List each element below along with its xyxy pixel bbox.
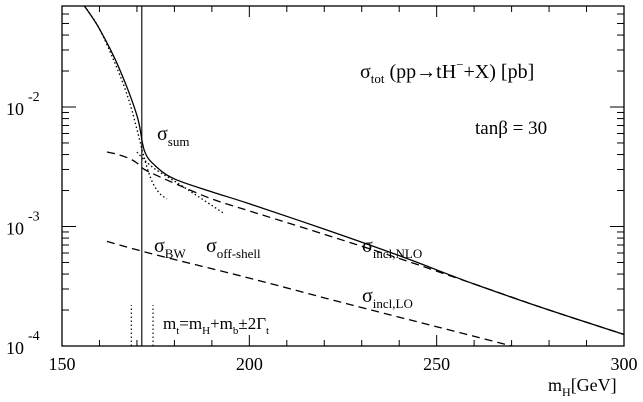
label-sigma-bw: σBW bbox=[154, 235, 186, 261]
series-line-dashed-2 bbox=[106, 240, 512, 347]
x-tick-label: 200 bbox=[236, 354, 263, 374]
chart-subtitle: tanβ = 30 bbox=[475, 118, 547, 139]
y-tick-label: 10-4 bbox=[6, 329, 40, 358]
label-mt-window: mt=mH+mb±2Γt bbox=[163, 314, 269, 337]
label-sigma-offshell: σoff-shell bbox=[206, 235, 261, 261]
y-tick-label: 10-3 bbox=[6, 209, 40, 238]
series-line-dotted-3 bbox=[83, 5, 168, 200]
curve-group bbox=[83, 5, 625, 347]
x-tick-label: 300 bbox=[611, 354, 638, 374]
tick-group: 150 200 250 300 10-4 10-3 10-2 bbox=[6, 6, 638, 374]
label-sigma-incl-nlo: σincl,NLO bbox=[362, 235, 422, 261]
x-tick-label: 150 bbox=[49, 354, 76, 374]
series-line-solid-0 bbox=[83, 5, 625, 336]
x-axis-label: mH[GeV] bbox=[548, 375, 617, 399]
x-tick-label: 250 bbox=[423, 354, 450, 374]
vertical-line-group bbox=[130, 6, 154, 346]
series-line-dashed-1 bbox=[106, 151, 625, 336]
plot-frame bbox=[61, 5, 625, 347]
label-sigma-sum: σsum bbox=[157, 123, 189, 149]
chart-title: σtot (pp→tH−+X) [pb] bbox=[360, 57, 534, 86]
series-line-dotted-4 bbox=[136, 151, 224, 214]
y-tick-label: 10-2 bbox=[6, 90, 40, 119]
label-sigma-incl-lo: σincl,LO bbox=[362, 285, 413, 311]
